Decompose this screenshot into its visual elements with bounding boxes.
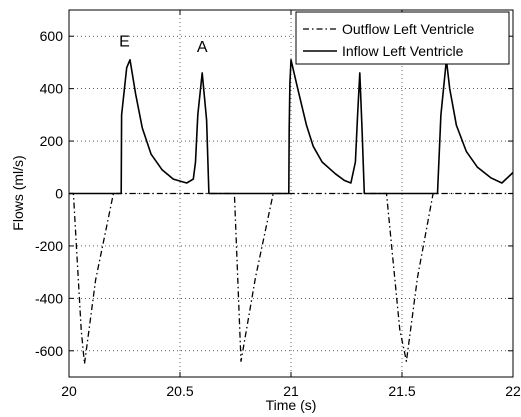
legend-label-outflow: Outflow Left Ventricle — [342, 21, 475, 37]
x-tick-label: 20 — [61, 383, 77, 399]
legend: Outflow Left Ventricle Inflow Left Ventr… — [295, 11, 510, 65]
x-tick-label: 21 — [283, 383, 299, 399]
y-tick-label: 400 — [40, 81, 64, 97]
annotation-label: E — [119, 34, 130, 51]
tick-labels-group: 20 20.5 21 21.5 22 -600 -400 -200 0 200 400 600 — [35, 28, 521, 399]
x-tick-label: 21.5 — [388, 383, 415, 399]
y-axis-label: Flows (ml/s) — [10, 155, 26, 230]
y-tick-label: -600 — [35, 343, 63, 359]
inflow-series-line — [69, 58, 514, 195]
x-tick-label: 20.5 — [166, 383, 193, 399]
y-tick-label: 200 — [40, 133, 64, 149]
legend-label-inflow: Inflow Left Ventricle — [342, 43, 464, 59]
y-tick-label: 600 — [40, 28, 64, 44]
outflow-series-line — [69, 192, 513, 365]
y-tick-label: -200 — [35, 238, 63, 254]
y-tick-label: 0 — [55, 186, 63, 202]
legend-box — [295, 11, 510, 65]
annotation-label: A — [197, 39, 208, 56]
x-tick-label: 22 — [505, 383, 521, 399]
y-tick-label: -400 — [35, 290, 63, 306]
x-axis-label: Time (s) — [266, 397, 317, 413]
series-group — [69, 58, 514, 365]
